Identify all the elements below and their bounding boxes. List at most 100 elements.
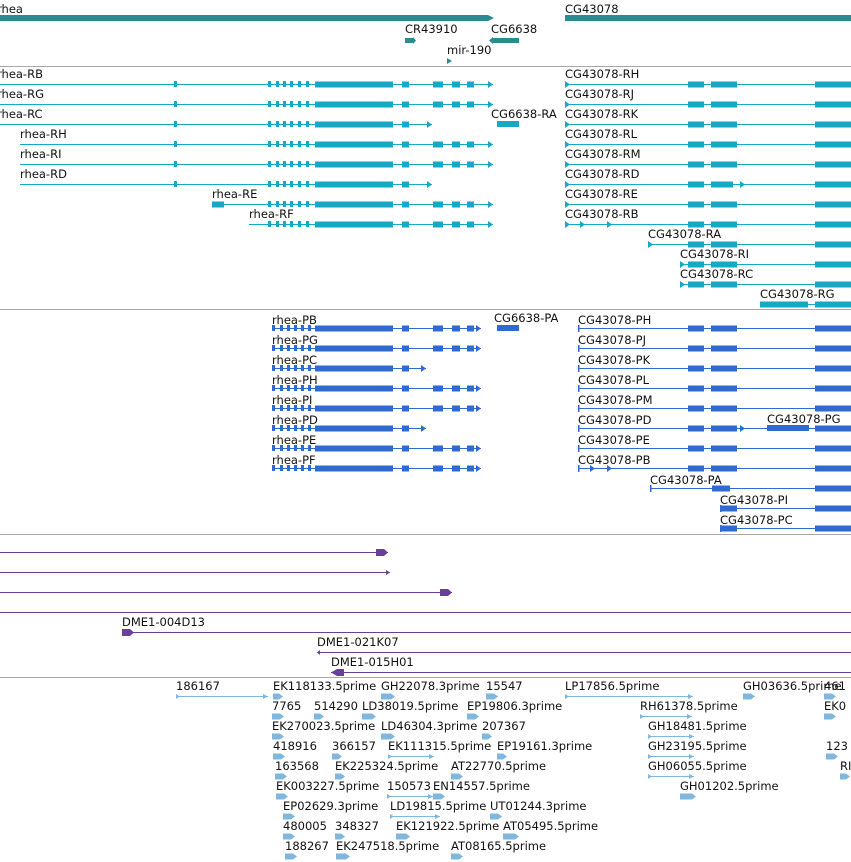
protein-label[interactable]: CG43078-PM	[578, 393, 653, 407]
est-label[interactable]: EK003227.5prime	[276, 779, 380, 793]
est-label[interactable]: GH23195.5prime	[648, 739, 747, 753]
transcript-label[interactable]: CG43078-RK	[565, 107, 639, 121]
protein-label[interactable]: rhea-PD	[272, 413, 318, 427]
protein-label[interactable]: CG43078-PK	[578, 353, 651, 367]
est-label[interactable]: EK121922.5prime	[396, 819, 500, 833]
transcript-label[interactable]: CG43078-RI	[680, 247, 750, 261]
est-label[interactable]: 418916	[273, 739, 317, 753]
transcript-label[interactable]: rhea-RC	[0, 107, 43, 121]
est-label[interactable]: 15547	[486, 679, 523, 693]
est-label[interactable]: RI	[840, 759, 851, 773]
est-label[interactable]: 514290	[314, 699, 358, 713]
est-label[interactable]: LP17856.5prime	[565, 679, 660, 693]
transcript-label[interactable]: CG43078-RE	[565, 187, 638, 201]
transcript-label[interactable]: CG43078-RA	[648, 227, 722, 241]
protein-label[interactable]: rhea-PF	[272, 453, 316, 467]
est-label[interactable]: 150573	[387, 779, 431, 793]
est-label[interactable]: AT22770.5prime	[451, 759, 547, 773]
protein-label[interactable]: rhea-PE	[272, 433, 317, 447]
gene-label[interactable]: CR43910	[405, 22, 458, 36]
protein-label[interactable]: CG43078-PB	[578, 453, 651, 467]
est-label[interactable]: 188267	[285, 839, 329, 853]
transcript-label[interactable]: CG43078-RM	[565, 147, 641, 161]
gene-label[interactable]: CG43078	[565, 2, 619, 16]
protein-label[interactable]: rhea-PG	[272, 333, 318, 347]
est-label[interactable]: EK225324.5prime	[335, 759, 439, 773]
transcript-label[interactable]: CG43078-RH	[565, 67, 640, 81]
est-label[interactable]: EK0	[824, 699, 847, 713]
est-label[interactable]: UT01244.3prime	[490, 799, 587, 813]
est-label[interactable]: AT05495.5prime	[503, 819, 599, 833]
est-label[interactable]: GH22078.3prime	[381, 679, 480, 693]
est-label[interactable]: AT08165.5prime	[451, 839, 547, 853]
transcript-label[interactable]: CG43078-RL	[565, 127, 638, 141]
est-label[interactable]: GH01202.5prime	[680, 779, 779, 793]
est-label[interactable]: EK111315.5prime	[388, 739, 492, 753]
gene-label[interactable]: CG6638	[491, 22, 538, 36]
protein-label[interactable]: CG43078-PJ	[578, 333, 647, 347]
transcript-label[interactable]: CG43078-RJ	[565, 87, 635, 101]
rhea-transcript-exon	[276, 81, 279, 87]
protein-label[interactable]: CG43078-PG	[767, 412, 841, 426]
transcript-label[interactable]: CG43078-RG	[760, 287, 835, 301]
est-label[interactable]: EP02629.3prime	[283, 799, 379, 813]
transcript-label[interactable]: CG43078-RB	[565, 207, 639, 221]
gene-label[interactable]: rhea	[0, 2, 23, 16]
est-label[interactable]: 163568	[275, 759, 319, 773]
est-label[interactable]: EP19161.3prime	[497, 739, 593, 753]
est-label[interactable]: 7765	[272, 699, 302, 713]
transcript-label[interactable]: CG43078-RD	[565, 167, 640, 181]
gene-label[interactable]: mir-190	[447, 43, 492, 57]
protein-label[interactable]: rhea-PH	[272, 373, 318, 387]
est-label[interactable]: 207367	[482, 719, 526, 733]
transcript-label[interactable]: rhea-RH	[20, 127, 67, 141]
protein-label[interactable]: CG43078-PH	[578, 313, 652, 327]
est-track: 186167 EK118133.5prime GH22078.3prime 15547…	[0, 678, 851, 862]
est-label[interactable]: 366157	[332, 739, 376, 753]
est-label[interactable]: GH06055.5prime	[648, 759, 747, 773]
protein-label[interactable]: CG43078-PD	[578, 413, 652, 427]
est-feature	[336, 853, 350, 860]
cg43078-protein-coding-exon	[711, 345, 737, 352]
est-label[interactable]: EK118133.5prime	[273, 679, 377, 693]
protein-label[interactable]: rhea-PB	[272, 313, 317, 327]
protein-label[interactable]: CG43078-PA	[650, 473, 722, 487]
protein-label[interactable]: rhea-PC	[272, 353, 318, 367]
est-label[interactable]: LD38019.5prime	[362, 699, 459, 713]
est-label[interactable]: RH61378.5prime	[640, 699, 738, 713]
est-label[interactable]: 348327	[335, 819, 379, 833]
transcript-label[interactable]: rhea-RB	[0, 67, 43, 81]
clone-label[interactable]: DME1-015H01	[331, 655, 414, 669]
transcript-label[interactable]: rhea-RE	[212, 187, 258, 201]
est-label[interactable]: GH18481.5prime	[648, 719, 747, 733]
cg43078-protein-coding-exon	[711, 405, 737, 412]
est-label[interactable]: LD19815.5prime	[390, 799, 487, 813]
protein-label[interactable]: rhea-PI	[272, 393, 313, 407]
est-label[interactable]: EP19806.3prime	[467, 699, 563, 713]
transcript-label[interactable]: CG6638-RA	[491, 107, 557, 121]
protein-label[interactable]: CG43078-PL	[578, 373, 650, 387]
transcript-label[interactable]: rhea-RI	[20, 147, 62, 161]
cg43078-exon	[648, 241, 653, 248]
transcript-label[interactable]: rhea-RG	[0, 87, 44, 101]
est-label[interactable]: GH03636.5prime	[743, 679, 842, 693]
transcript-label[interactable]: rhea-RF	[249, 207, 294, 221]
protein-label[interactable]: CG6638-PA	[494, 311, 559, 325]
est-label[interactable]: 123	[826, 739, 848, 753]
clone-label[interactable]: DME1-004D13	[122, 615, 205, 629]
protein-label[interactable]: CG43078-PI	[720, 493, 789, 507]
est-label[interactable]: EK247518.5prime	[336, 839, 440, 853]
transcript-label[interactable]: rhea-RD	[20, 167, 67, 181]
est-label[interactable]: 461	[824, 679, 846, 693]
est-label[interactable]: 480005	[283, 819, 327, 833]
est-label[interactable]: EK270023.5prime	[272, 719, 376, 733]
est-label[interactable]: EN14557.5prime	[433, 779, 530, 793]
protein-label[interactable]: CG43078-PC	[720, 513, 793, 527]
cg43078-coding-exon	[688, 181, 704, 188]
est-label[interactable]: LD46304.3prime	[381, 719, 478, 733]
transcript-label[interactable]: CG43078-RC	[680, 267, 754, 281]
protein-label[interactable]: CG43078-PE	[578, 433, 650, 447]
est-label[interactable]: 186167	[176, 679, 220, 693]
clone-label[interactable]: DME1-021K07	[317, 635, 399, 649]
